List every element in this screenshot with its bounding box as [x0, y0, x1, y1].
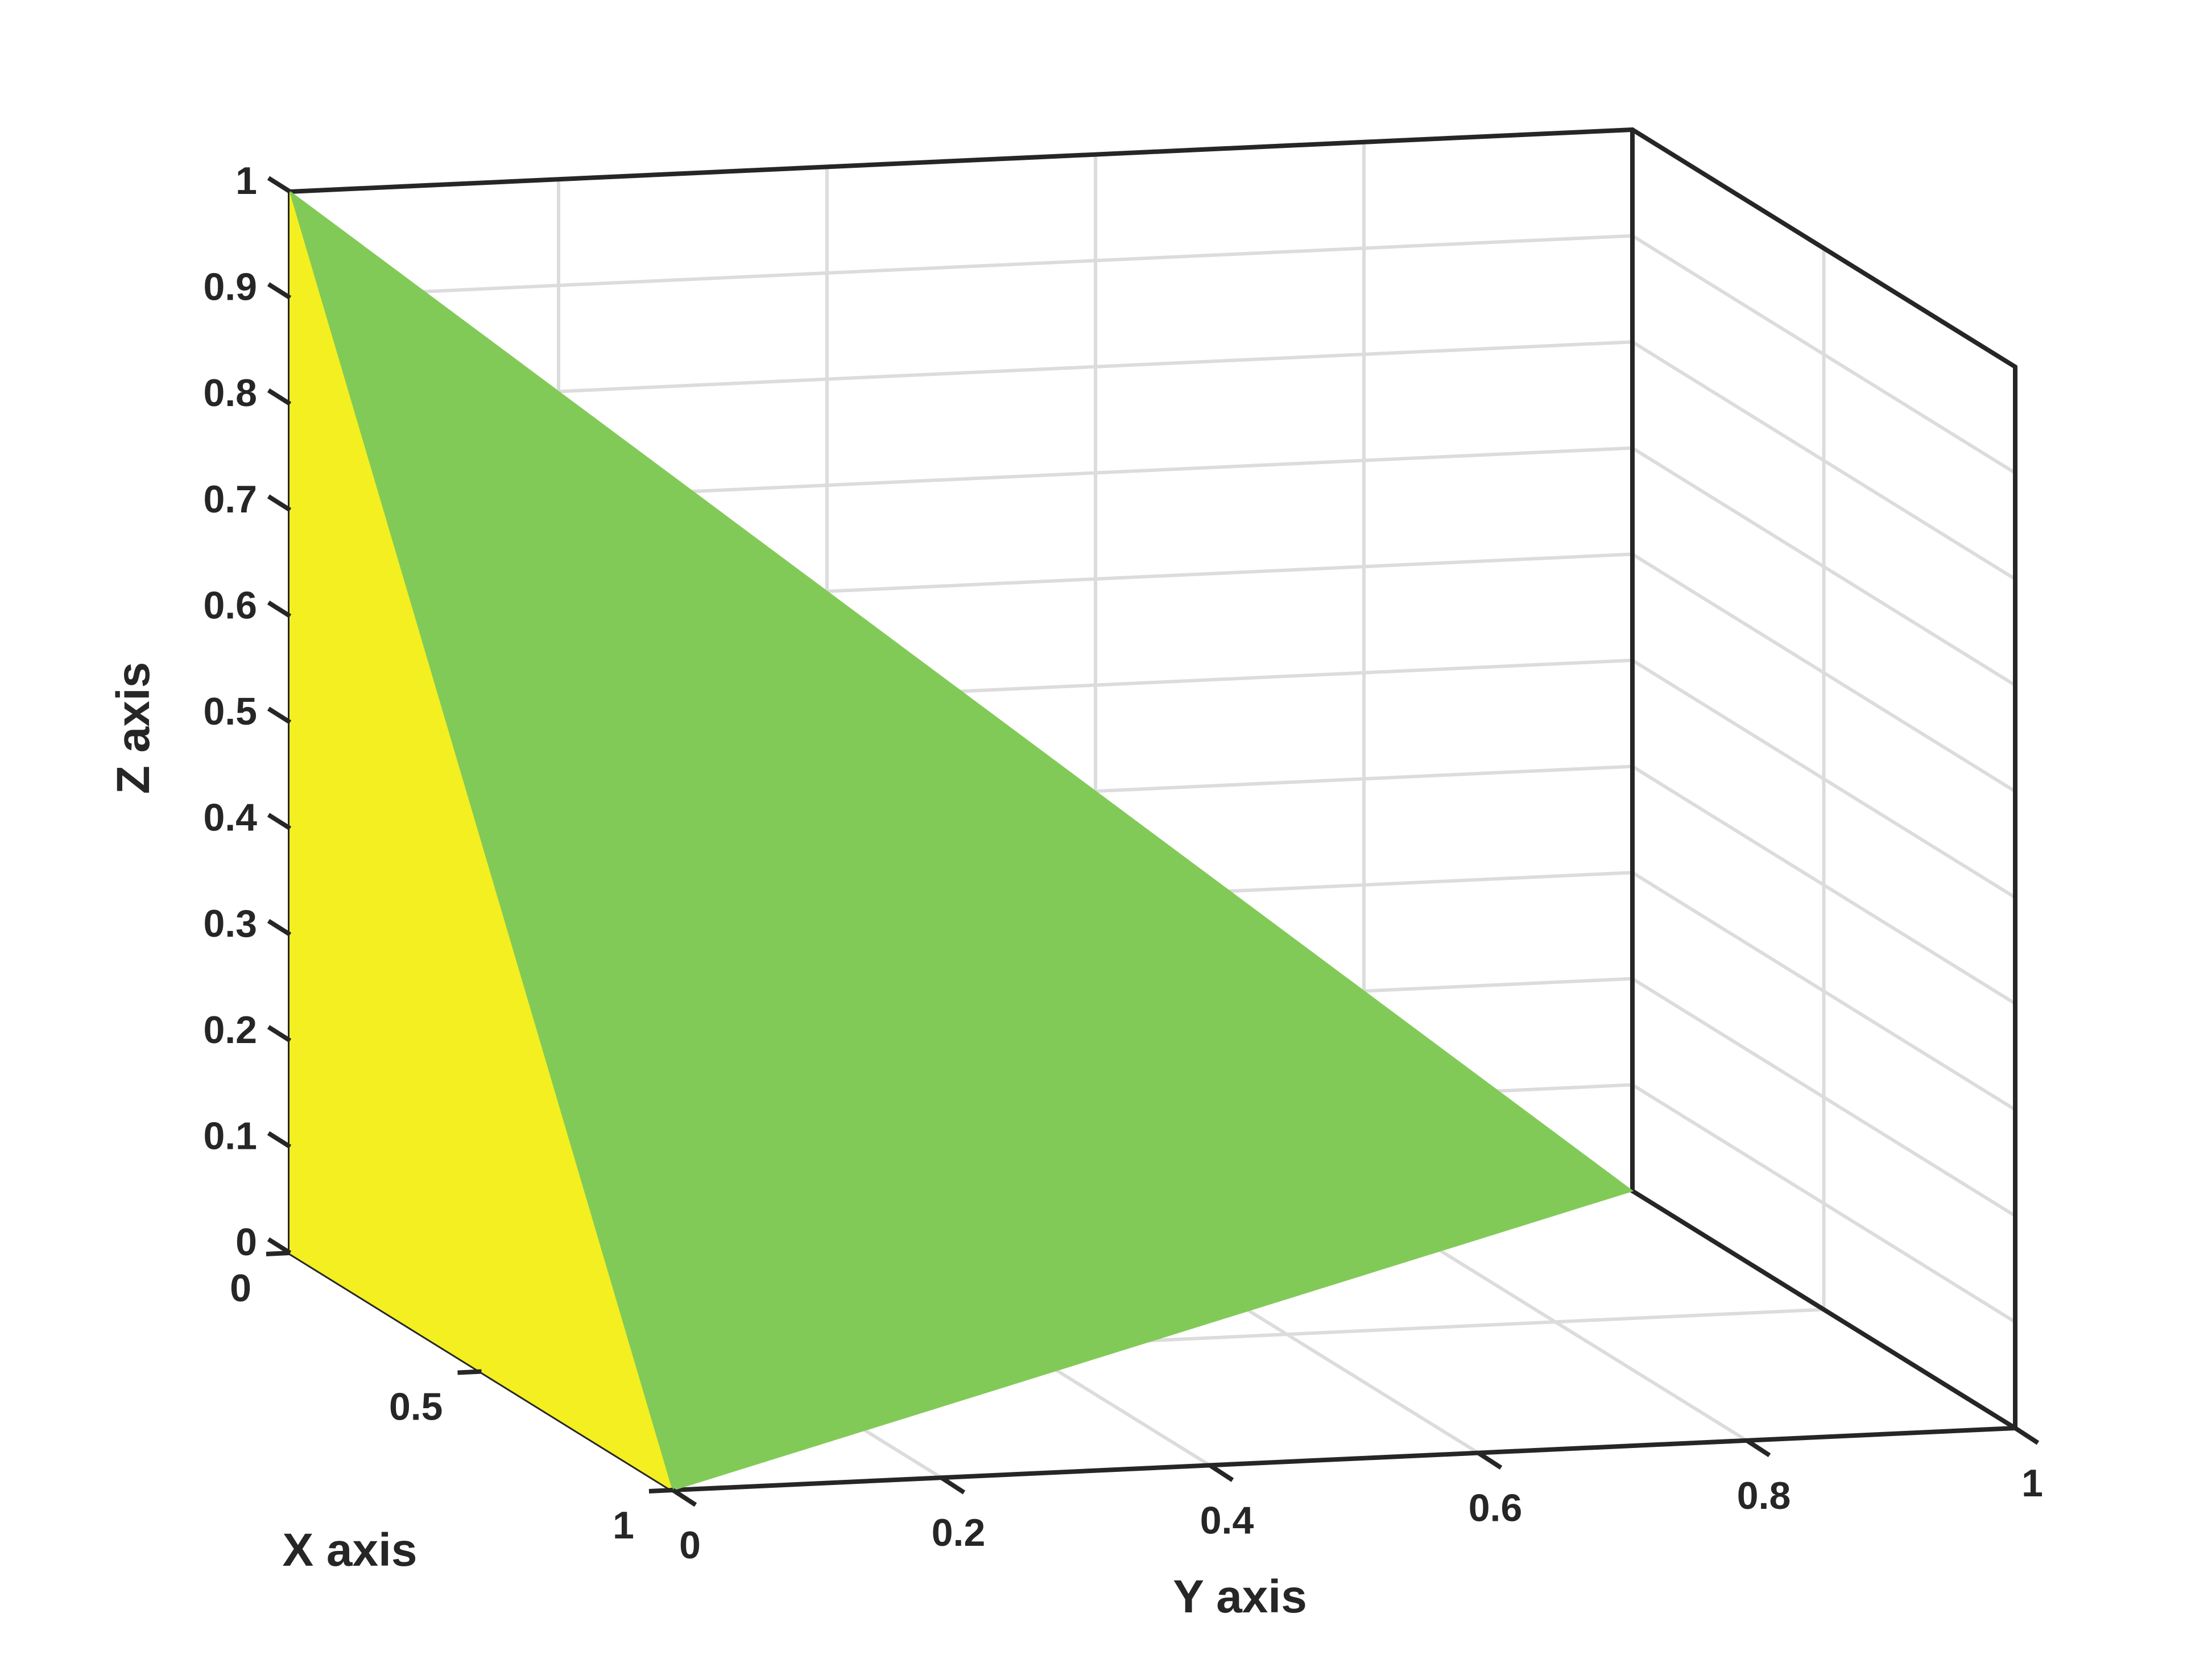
y-tick-mark: [1477, 1451, 1503, 1470]
z-tick-label: 0.4: [203, 796, 257, 839]
z-tick-mark: [267, 706, 292, 725]
x-tick-mark: [457, 1369, 482, 1375]
x-tick-label: 1: [613, 1504, 634, 1547]
grid-line: [1631, 234, 2016, 475]
y-tick-mark: [1745, 1438, 1771, 1458]
y-tick-label: 0.4: [1200, 1499, 1254, 1542]
z-tick-label: 0.8: [203, 371, 257, 415]
y-tick-mark: [940, 1475, 966, 1495]
z-tick-mark: [267, 1025, 292, 1043]
z-tick-mark: [267, 601, 292, 618]
z-tick-label: 0.2: [203, 1008, 257, 1052]
z-axis-label: Z axis: [108, 662, 159, 794]
surface-patches: [289, 190, 1634, 1492]
grid-line: [1631, 659, 2016, 899]
z-tick-mark: [267, 176, 292, 194]
x-tick-label: 0.5: [389, 1385, 443, 1429]
x-tick-mark: [648, 1488, 673, 1493]
z-tick-mark: [267, 1237, 292, 1255]
y-tick-label: 0.2: [932, 1511, 986, 1554]
z-tick-mark: [267, 813, 292, 830]
z-tick-label: 0.6: [203, 584, 257, 627]
z-tick-label: 0.9: [203, 266, 257, 309]
y-tick-label: 0.8: [1737, 1474, 1791, 1517]
y-tick-mark: [671, 1488, 697, 1507]
grid-line: [1631, 446, 2016, 687]
y-tick-label: 1: [2021, 1462, 2043, 1505]
grid-line: [1631, 765, 2016, 1006]
y-tick-label: 0.6: [1469, 1487, 1523, 1530]
tick-layer: 0 0.1 0.2 0.3 0.4 0.5 0.6 0.7 0.8 0.9 1 0 0.5 1 0 0.2 0.…: [203, 159, 2043, 1567]
grid-line: [1631, 871, 2016, 1111]
box-top-side-edge: [1630, 127, 2017, 369]
x-tick-mark: [266, 1251, 291, 1256]
z-tick-mark: [267, 494, 292, 512]
grid-line: [1631, 340, 2016, 581]
z-tick-mark: [267, 1131, 292, 1149]
z-tick-mark: [267, 919, 292, 937]
y-axis-line: [671, 1426, 2017, 1492]
y-axis-label: Y axis: [1173, 1571, 1307, 1623]
axis-labels: Z axis X axis Y axis: [108, 662, 1307, 1623]
z-tick-mark: [267, 282, 292, 300]
grid-line: [1631, 977, 2016, 1218]
y-tick-mark: [2013, 1426, 2040, 1445]
x-tick-label: 0: [230, 1267, 251, 1310]
z-tick-label: 1: [235, 159, 257, 202]
z-tick-label: 0.1: [203, 1114, 257, 1157]
z-tick-mark: [267, 388, 292, 406]
box-top-back-edge: [288, 127, 1635, 194]
y-tick-label: 0: [679, 1524, 701, 1567]
x-axis-label: X axis: [282, 1524, 417, 1576]
z-tick-label: 0.3: [203, 902, 257, 945]
z-tick-label: 0.7: [203, 478, 257, 521]
box-floor-right-edge: [1630, 1189, 2017, 1430]
grid-line: [1631, 1083, 2016, 1323]
z-tick-label: 0.5: [203, 690, 257, 733]
grid-line: [290, 234, 1633, 300]
grid-line: [1631, 552, 2016, 793]
surface-patch-2: [289, 190, 1634, 1491]
y-tick-mark: [1208, 1463, 1234, 1482]
z-tick-label: 0: [235, 1221, 257, 1264]
